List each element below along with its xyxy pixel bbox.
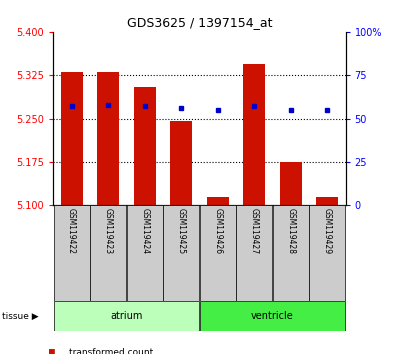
Text: GSM119429: GSM119429: [323, 208, 332, 254]
Bar: [316, 196, 338, 205]
Text: GSM119428: GSM119428: [286, 208, 295, 254]
Text: ventricle: ventricle: [251, 311, 294, 321]
Text: GSM119424: GSM119424: [140, 208, 149, 254]
Text: ■: ■: [49, 347, 55, 354]
Text: GSM119427: GSM119427: [250, 208, 259, 254]
Text: GSM119426: GSM119426: [213, 208, 222, 254]
Bar: [126, 205, 163, 301]
Text: transformed count: transformed count: [69, 348, 153, 354]
Bar: [53, 301, 199, 331]
Bar: [170, 121, 192, 205]
Bar: [199, 301, 346, 331]
Bar: [207, 196, 229, 205]
Bar: [236, 205, 273, 301]
Text: GSM119422: GSM119422: [67, 208, 76, 254]
Bar: [280, 162, 302, 205]
Bar: [309, 205, 346, 301]
Bar: [61, 72, 83, 205]
Title: GDS3625 / 1397154_at: GDS3625 / 1397154_at: [127, 16, 272, 29]
Bar: [273, 205, 309, 301]
Text: atrium: atrium: [110, 311, 143, 321]
Text: tissue ▶: tissue ▶: [2, 312, 39, 320]
Bar: [134, 87, 156, 205]
Bar: [90, 205, 126, 301]
Bar: [97, 72, 119, 205]
Bar: [199, 205, 236, 301]
Text: GSM119423: GSM119423: [103, 208, 113, 254]
Bar: [53, 205, 90, 301]
Bar: [163, 205, 199, 301]
Text: GSM119425: GSM119425: [177, 208, 186, 254]
Bar: [243, 64, 265, 205]
